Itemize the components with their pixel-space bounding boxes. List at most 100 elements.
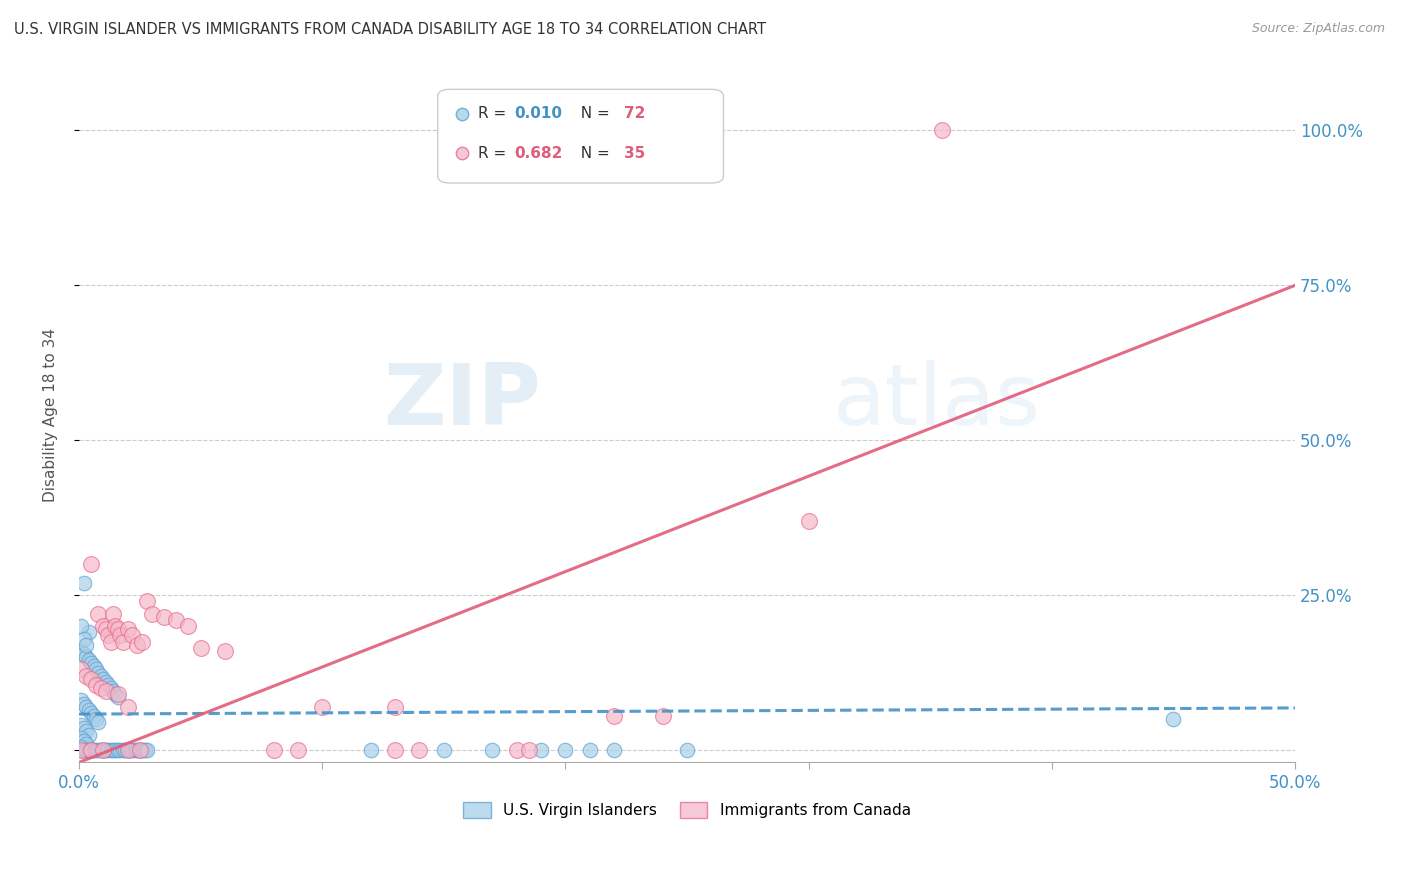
Text: N =: N = (571, 106, 614, 121)
Point (75, 724, 97, 739)
Point (506, 123, 529, 137)
Point (73, 647, 96, 661)
Point (128, 743, 150, 757)
Legend: U.S. Virgin Islanders, Immigrants from Canada: U.S. Virgin Islanders, Immigrants from C… (457, 796, 917, 824)
Point (311, 699, 333, 714)
Point (128, 743, 150, 757)
Point (80, 557, 103, 571)
Point (70, 731, 93, 745)
Point (80, 672, 103, 686)
Point (91, 619, 114, 633)
Point (94, 674, 117, 689)
Point (83, 743, 105, 757)
Point (84, 663, 107, 677)
Text: U.S. VIRGIN ISLANDER VS IMMIGRANTS FROM CANADA DISABILITY AGE 18 TO 34 CORRELATI: U.S. VIRGIN ISLANDER VS IMMIGRANTS FROM … (14, 22, 766, 37)
Point (70, 718, 93, 732)
Text: N =: N = (571, 145, 614, 161)
Point (87, 715, 110, 730)
Point (287, 743, 309, 757)
Point (73, 733, 96, 747)
Point (578, 743, 600, 757)
Point (84, 743, 107, 757)
Point (70, 743, 93, 757)
Point (77, 653, 100, 667)
Point (70, 663, 93, 677)
Point (97, 743, 120, 757)
Point (100, 743, 122, 757)
Point (83, 709, 105, 723)
Point (80, 706, 103, 720)
Point (90, 681, 112, 695)
Point (77, 743, 100, 757)
Point (117, 743, 139, 757)
Point (97, 678, 120, 692)
Point (134, 743, 156, 757)
Point (554, 743, 576, 757)
Point (530, 743, 553, 757)
Point (77, 625, 100, 640)
Point (83, 659, 105, 673)
Point (131, 743, 153, 757)
Point (77, 703, 100, 717)
Point (70, 739, 93, 754)
FancyBboxPatch shape (437, 89, 724, 183)
Point (834, 163, 856, 178)
Point (1163, 712, 1185, 726)
Point (90, 743, 112, 757)
Point (136, 594, 159, 608)
Point (84, 712, 107, 726)
Y-axis label: Disability Age 18 to 34: Disability Age 18 to 34 (44, 328, 58, 502)
Point (104, 743, 127, 757)
Point (136, 743, 159, 757)
Point (73, 697, 96, 711)
Point (75, 638, 97, 652)
Point (118, 743, 141, 757)
Point (131, 634, 153, 648)
Point (408, 743, 430, 757)
Point (87, 607, 110, 621)
Point (117, 699, 139, 714)
Point (481, 743, 503, 757)
Point (84, 678, 107, 692)
Point (70, 743, 93, 757)
Point (101, 684, 124, 698)
Point (73, 743, 96, 757)
Point (121, 743, 143, 757)
Point (91, 743, 114, 757)
Text: 0.010: 0.010 (515, 106, 562, 121)
Point (104, 687, 127, 701)
Point (87, 665, 110, 680)
Point (127, 743, 149, 757)
Point (75, 669, 97, 683)
Point (73, 722, 96, 736)
Point (177, 619, 200, 633)
Point (73, 632, 96, 646)
Point (111, 743, 134, 757)
Point (107, 743, 129, 757)
Point (104, 619, 127, 633)
Point (603, 709, 626, 723)
Point (94, 684, 117, 698)
Point (80, 743, 103, 757)
Point (75, 743, 97, 757)
Point (97, 628, 120, 642)
Point (91, 672, 114, 686)
Point (80, 657, 103, 671)
Text: R =: R = (478, 145, 510, 161)
Point (107, 690, 129, 705)
Point (517, 743, 540, 757)
Point (94, 743, 117, 757)
Text: ZIP: ZIP (384, 360, 541, 443)
Point (603, 743, 626, 757)
Text: Source: ZipAtlas.com: Source: ZipAtlas.com (1251, 22, 1385, 36)
Point (75, 650, 97, 665)
Text: R =: R = (478, 106, 510, 121)
Point (117, 622, 139, 636)
Point (90, 669, 112, 683)
Point (121, 628, 143, 642)
Point (124, 743, 146, 757)
Point (384, 699, 406, 714)
Point (101, 607, 124, 621)
Point (73, 575, 96, 590)
Point (70, 619, 93, 633)
